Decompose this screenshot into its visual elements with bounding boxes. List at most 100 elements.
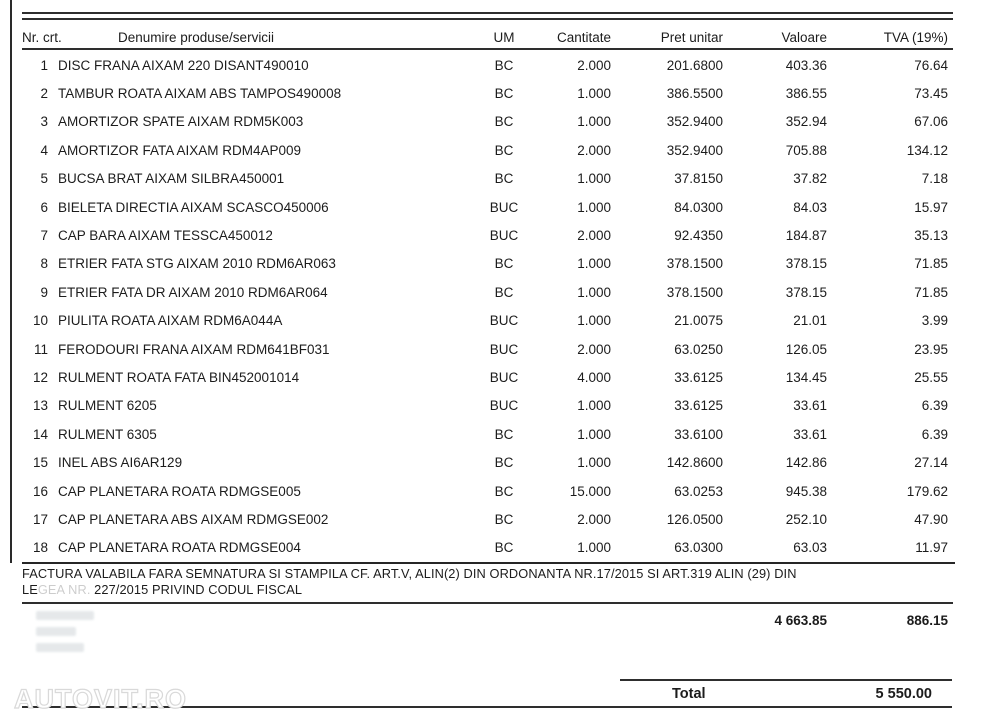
table-row: 7 CAP BARA AIXAM TESSCA450012 BUC 2.000 …	[22, 221, 948, 249]
quantity: 2.000	[577, 57, 611, 73]
line-vat: 73.45	[914, 86, 948, 102]
row-number: 3	[40, 114, 48, 130]
header-denumire: Denumire produse/servicii	[118, 30, 275, 45]
page-bottom-rule	[22, 706, 952, 708]
table-row: 3 AMORTIZOR SPATE AIXAM RDM5K003 BC 1.00…	[22, 108, 948, 136]
product-name: DISC FRANA AIXAM 220 DISANT490010	[58, 57, 309, 73]
product-name: FERODOURI FRANA AIXAM RDM641BF031	[58, 341, 330, 357]
unit-of-measure: BC	[494, 256, 514, 272]
unit-price: 352.9400	[666, 114, 723, 130]
line-vat: 11.97	[915, 540, 948, 556]
header-underline	[22, 48, 953, 50]
table-row: 13 RULMENT 6205 BUC 1.000 33.6125 33.61 …	[22, 392, 948, 420]
quantity: 1.000	[577, 114, 611, 130]
quantity: 1.000	[577, 86, 611, 102]
line-value: 378.15	[785, 256, 827, 272]
line-vat: 27.14	[914, 455, 948, 471]
quantity: 15.000	[569, 483, 611, 499]
line-value: 252.10	[785, 511, 827, 527]
table-left-border-line	[10, 0, 12, 563]
redacted-line	[36, 611, 94, 620]
quantity: 1.000	[577, 199, 611, 215]
total-value: 5 550.00	[875, 686, 932, 702]
quantity: 4.000	[577, 369, 611, 385]
unit-price: 63.0250	[674, 341, 723, 357]
unit-price: 386.5500	[666, 86, 723, 102]
table-row: 8 ETRIER FATA STG AIXAM 2010 RDM6AR063 B…	[22, 250, 948, 278]
line-value: 403.36	[785, 57, 827, 73]
line-vat: 3.99	[921, 313, 948, 329]
legal-note: FACTURA VALABILA FARA SEMNATURA SI STAMP…	[22, 566, 937, 597]
row-number: 5	[40, 171, 48, 187]
redacted-line	[36, 627, 76, 636]
line-value: 378.15	[785, 284, 827, 300]
row-number: 1	[40, 57, 48, 73]
quantity: 1.000	[577, 398, 611, 414]
quantity: 1.000	[577, 313, 611, 329]
table-body: 1 DISC FRANA AIXAM 220 DISANT490010 BC 2…	[22, 51, 948, 562]
product-name: TAMBUR ROATA AIXAM ABS TAMPOS490008	[58, 86, 342, 102]
autovit-watermark: AUTOVIT.RO	[13, 683, 188, 714]
product-name: CAP PLANETARA ROATA RDMGSE004	[58, 540, 301, 556]
unit-price: 378.1500	[666, 284, 723, 300]
product-name: RULMENT 6205	[58, 398, 157, 414]
subtotal-row: 4 663.85 886.15	[22, 611, 948, 629]
unit-of-measure: BUC	[489, 228, 519, 244]
line-value: 386.55	[785, 86, 827, 102]
row-number: 12	[32, 369, 48, 385]
row-number: 7	[40, 228, 48, 244]
unit-of-measure: BC	[494, 284, 514, 300]
line-vat: 134.12	[906, 142, 948, 158]
unit-of-measure: BC	[494, 86, 514, 102]
unit-of-measure: BC	[494, 57, 514, 73]
product-name: RULMENT ROATA FATA BIN452001014	[58, 369, 300, 385]
row-number: 8	[40, 256, 48, 272]
quantity: 2.000	[577, 142, 611, 158]
line-vat: 35.13	[914, 228, 948, 244]
subtotal-value: 4 663.85	[774, 612, 827, 628]
quantity: 2.000	[577, 228, 611, 244]
row-number: 17	[32, 511, 48, 527]
unit-price: 33.6100	[674, 426, 723, 442]
line-value: 84.03	[793, 199, 827, 215]
table-header-row: Nr. crt. Denumire produse/servicii UM Ca…	[22, 27, 948, 48]
header-pret-unitar: Pret unitar	[660, 30, 723, 45]
unit-price: 84.0300	[674, 199, 723, 215]
line-vat: 71.85	[914, 284, 948, 300]
unit-of-measure: BC	[494, 171, 514, 187]
unit-price: 21.0075	[674, 313, 723, 329]
unit-price: 142.8600	[666, 455, 723, 471]
line-vat: 15.97	[914, 199, 948, 215]
total-label: Total	[672, 686, 706, 702]
table-row: 6 BIELETA DIRECTIA AIXAM SCASCO450006 BU…	[22, 193, 948, 221]
unit-of-measure: BC	[494, 483, 514, 499]
unit-price: 126.0500	[666, 511, 723, 527]
table-row: 1 DISC FRANA AIXAM 220 DISANT490010 BC 2…	[22, 51, 948, 79]
line-vat: 47.90	[914, 511, 948, 527]
table-row: 15 INEL ABS AI6AR129 BC 1.000 142.8600 1…	[22, 448, 948, 476]
line-value: 63.03	[793, 540, 827, 556]
line-value: 945.38	[785, 483, 827, 499]
unit-of-measure: BUC	[489, 369, 519, 385]
line-value: 21.01	[793, 313, 827, 329]
table-row: 11 FERODOURI FRANA AIXAM RDM641BF031 BUC…	[22, 335, 948, 363]
unit-price: 201.6800	[666, 57, 723, 73]
quantity: 1.000	[577, 256, 611, 272]
row-number: 9	[40, 284, 48, 300]
row-number: 16	[32, 483, 48, 499]
unit-price: 63.0300	[674, 540, 723, 556]
total-top-rule	[620, 679, 952, 681]
unit-price: 92.4350	[674, 228, 723, 244]
unit-of-measure: BC	[494, 142, 514, 158]
unit-of-measure: BC	[494, 540, 514, 556]
row-number: 13	[32, 398, 48, 414]
row-number: 6	[40, 199, 48, 215]
quantity: 2.000	[577, 511, 611, 527]
legal-note-redacted-fragment: GEA NR.	[37, 581, 91, 597]
line-vat: 6.39	[921, 398, 948, 414]
table-row: 16 CAP PLANETARA ROATA RDMGSE005 BC 15.0…	[22, 477, 948, 505]
table-row: 17 CAP PLANETARA ABS AIXAM RDMGSE002 BC …	[22, 505, 948, 533]
unit-price: 33.6125	[674, 369, 723, 385]
line-vat: 179.62	[906, 483, 948, 499]
